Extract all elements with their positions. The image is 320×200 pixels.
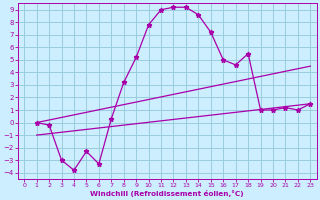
X-axis label: Windchill (Refroidissement éolien,°C): Windchill (Refroidissement éolien,°C) [91,190,244,197]
